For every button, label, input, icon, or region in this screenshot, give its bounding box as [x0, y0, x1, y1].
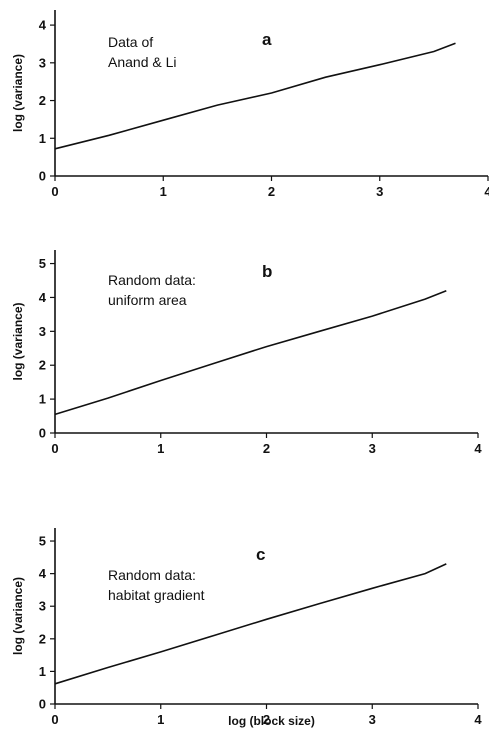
x-axis-label: log (block size) — [228, 714, 315, 728]
panel-letter: b — [262, 262, 272, 281]
y-tick-label: 0 — [39, 697, 46, 712]
y-tick-label: 2 — [39, 358, 46, 373]
x-tick-label: 4 — [474, 441, 482, 456]
chart-panel-a: 0 1 2 3 4 0 1 2 3 4 log (variance) Data of Anand & L… — [11, 10, 489, 199]
x-tick-label: 1 — [157, 712, 164, 727]
x-tick-label: 4 — [484, 184, 489, 199]
y-tick-label: 2 — [39, 631, 46, 646]
x-tick-label: 2 — [268, 184, 275, 199]
annotation-text: habitat gradient — [108, 587, 205, 603]
y-tick-label: 4 — [39, 566, 47, 581]
y-tick-label: 0 — [39, 169, 46, 184]
chart-panel-c: 0 1 2 3 4 5 0 1 2 3 4 log (variance) log (block size… — [11, 528, 482, 728]
y-axis-label: log (variance) — [11, 302, 25, 380]
x-tick-label: 1 — [160, 184, 167, 199]
series-line-1 — [54, 563, 447, 685]
y-tick-label: 1 — [39, 392, 46, 407]
annotation-text: Random data: — [108, 272, 196, 288]
x-tick-label: 1 — [157, 441, 164, 456]
x-tick-label: 0 — [51, 712, 58, 727]
panel-letter: a — [262, 30, 272, 49]
y-tick-label: 1 — [39, 664, 46, 679]
x-tick-label: 3 — [369, 712, 376, 727]
y-axis-label: log (variance) — [11, 54, 25, 132]
annotation-text: Random data: — [108, 567, 196, 583]
y-tick-label: 3 — [39, 599, 46, 614]
annotation-text: uniform area — [108, 292, 187, 308]
panel-letter: c — [256, 545, 265, 564]
chart-panel-b: 0 1 2 3 4 5 0 1 2 3 4 log (variance) Random data: uni… — [11, 250, 482, 456]
y-tick-label: 4 — [39, 18, 47, 33]
series-line-1 — [54, 42, 456, 150]
x-tick-label: 2 — [263, 441, 270, 456]
y-axis-label: log (variance) — [11, 577, 25, 655]
y-tick-label: 5 — [39, 256, 46, 271]
series-line-1 — [54, 289, 447, 416]
y-tick-label: 3 — [39, 55, 46, 70]
x-tick-label: 2 — [263, 712, 270, 727]
y-tick-label: 4 — [39, 290, 47, 305]
x-tick-label: 3 — [376, 184, 383, 199]
y-tick-label: 1 — [39, 131, 46, 146]
x-tick-label: 4 — [474, 712, 482, 727]
annotation-text: Data of — [108, 34, 153, 50]
annotation-text: Anand & Li — [108, 54, 177, 70]
y-tick-label: 2 — [39, 93, 46, 108]
x-tick-label: 3 — [369, 441, 376, 456]
y-tick-label: 3 — [39, 324, 46, 339]
y-tick-label: 5 — [39, 534, 46, 549]
x-tick-label: 0 — [51, 441, 58, 456]
y-tick-label: 0 — [39, 426, 46, 441]
x-tick-label: 0 — [51, 184, 58, 199]
